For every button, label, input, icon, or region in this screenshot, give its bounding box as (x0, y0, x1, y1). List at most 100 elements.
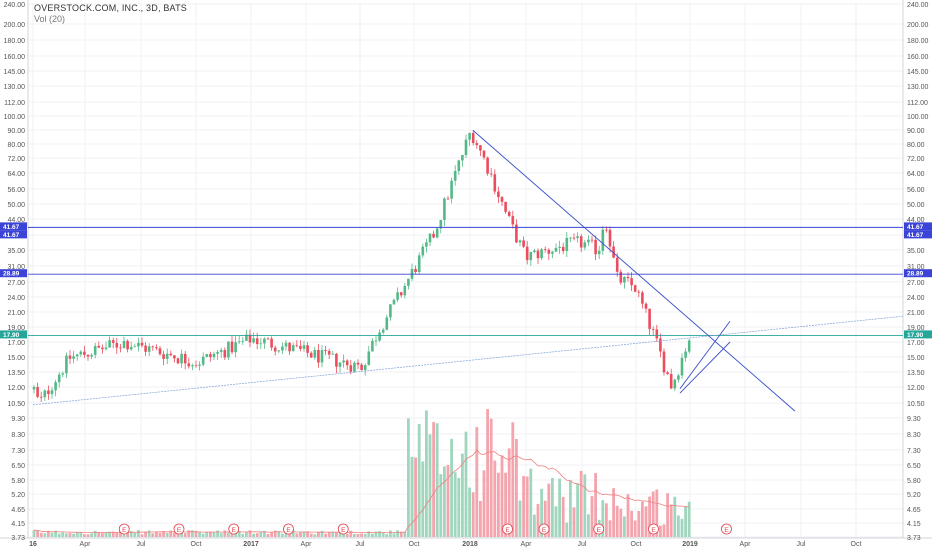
volume-bar (569, 480, 572, 537)
volume-bar (209, 531, 212, 537)
candle-body (263, 338, 266, 344)
volume-bar (32, 530, 36, 537)
y-tick-label-right: 17.00 (907, 340, 925, 347)
x-tick-label: Oct (409, 541, 420, 548)
y-tick-label-left: 21.00 (7, 310, 25, 317)
candle-body (360, 364, 363, 371)
candle-body (608, 229, 612, 247)
y-tick-label-right: 7.30 (907, 448, 921, 455)
volume-bar (536, 503, 540, 537)
volume-bar (547, 483, 551, 537)
earnings-marker-label: E (286, 527, 291, 534)
candle-body (637, 291, 641, 293)
candle-body (572, 237, 576, 239)
candle-body (626, 276, 630, 279)
y-tick-label-left: 112.00 (4, 100, 25, 107)
volume-bar (605, 503, 608, 537)
candle-body (54, 382, 57, 391)
candle-body (144, 345, 147, 352)
earnings-marker: E (337, 523, 349, 535)
candle-body (633, 285, 637, 292)
candle-body (324, 350, 327, 351)
candle-body (367, 351, 371, 366)
volume-bar (414, 457, 417, 537)
candle-body (439, 219, 443, 229)
candle-body (482, 150, 486, 158)
volume-bar (198, 532, 201, 537)
y-tick-label-right: 50.00 (907, 202, 925, 209)
y-tick-label-right: 13.50 (907, 370, 925, 377)
candle-body (180, 353, 183, 364)
y-tick-label-right: 35.00 (907, 248, 925, 255)
candle-body (381, 329, 385, 333)
candle-body (533, 250, 536, 252)
candle-body (479, 145, 482, 151)
volume-bar (349, 530, 353, 537)
y-tick-label-left: 17.00 (7, 340, 25, 347)
volume-bar (68, 532, 72, 537)
y-tick-label-left: 19.00 (7, 325, 25, 332)
candle-body (335, 353, 338, 367)
volume-bar (273, 530, 277, 537)
candle-body (356, 362, 360, 365)
earnings-marker-label: E (232, 527, 237, 534)
volume-bar (371, 533, 374, 537)
volume-bar (144, 531, 147, 537)
volume-bar (389, 530, 392, 537)
candle-body (227, 341, 230, 358)
candle-body (662, 351, 666, 373)
volume-bar (288, 531, 291, 537)
candle-body (450, 180, 453, 199)
x-tick-label: Jul (356, 541, 365, 548)
candle-body (126, 340, 129, 350)
volume-bar (396, 530, 399, 537)
y-tick-label-right: 21.00 (907, 310, 925, 317)
volume-bar (237, 531, 241, 537)
volume-bar (353, 533, 356, 537)
y-tick-label-left: 100.00 (4, 114, 26, 121)
volume-bar (608, 520, 612, 537)
volume-bar (594, 473, 597, 537)
volume-indicator-label[interactable]: Vol (20) (34, 14, 66, 24)
price-label-left: 17.90 (3, 332, 20, 339)
volume-bar (331, 531, 335, 537)
price-label-box (904, 330, 932, 339)
volume-bar (191, 530, 194, 537)
candle-body (425, 242, 428, 247)
y-tick-label-right: 64.00 (907, 171, 925, 178)
candle-body (399, 292, 403, 296)
volume-bar (579, 470, 583, 537)
volume-bar (219, 533, 223, 537)
earnings-marker-circle (538, 523, 550, 535)
earnings-marker: E (721, 523, 732, 535)
candle-body (327, 350, 331, 355)
volume-bar (669, 504, 673, 537)
volume-bar (572, 507, 576, 537)
volume-bar (583, 474, 587, 537)
candle-body (288, 342, 291, 352)
volume-bar (317, 531, 320, 537)
volume-bar (79, 532, 83, 537)
volume-bar (345, 534, 349, 537)
candle-body (583, 242, 587, 248)
candle-body (306, 345, 309, 353)
volume-bar (360, 533, 363, 537)
y-tick-label-right: 90.00 (907, 128, 925, 135)
volume-bar (335, 532, 338, 537)
y-tick-label-right: 31.00 (907, 264, 925, 271)
candle-body (518, 240, 522, 243)
price-label-right: 17.90 (907, 332, 924, 339)
candle-body (295, 345, 299, 347)
y-tick-label-right: 8.30 (907, 432, 921, 439)
candle-body (500, 197, 504, 202)
volume-bar (147, 530, 151, 537)
candle-body (597, 250, 601, 255)
volume-bar (83, 534, 86, 537)
symbol-label[interactable]: OVERSTOCK.COM, INC., 3D, BATS (34, 3, 187, 13)
y-tick-label-left: 80.00 (7, 142, 25, 149)
earnings-marker-label: E (542, 527, 547, 534)
volume-bar (641, 501, 644, 537)
candle-body (115, 342, 119, 348)
y-tick-label-left: 72.00 (7, 156, 25, 163)
